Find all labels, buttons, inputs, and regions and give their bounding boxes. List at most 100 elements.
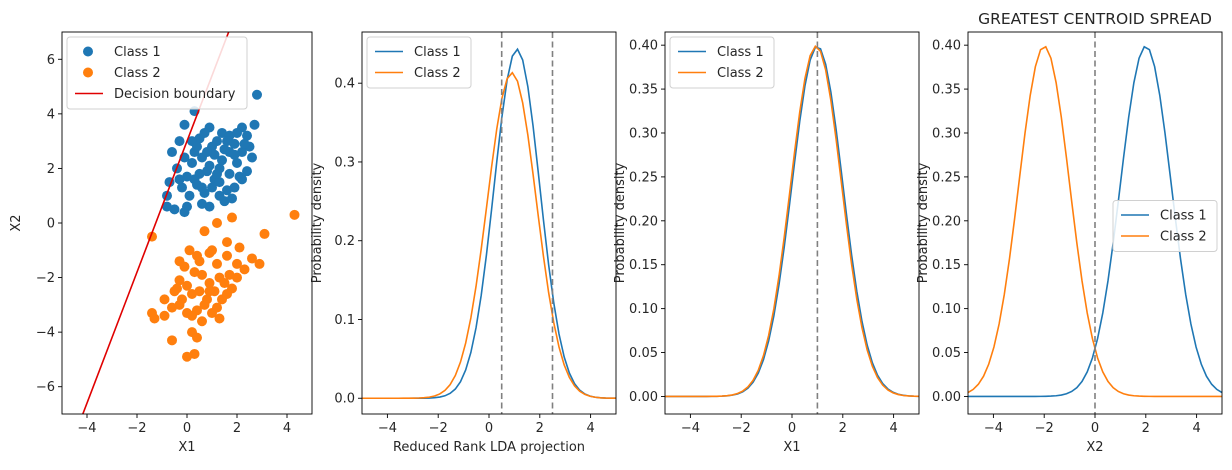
y-tick-label: 0.10 — [629, 302, 658, 317]
scatter-point-class-1 — [232, 127, 242, 138]
scatter-point-class-1 — [162, 201, 172, 212]
scatter-point-class-1 — [227, 193, 237, 204]
scatter-point-class-1 — [179, 119, 190, 130]
scatter-point-class-2 — [189, 348, 200, 359]
scatter-point-class-2 — [222, 237, 232, 248]
scatter-point-class-2 — [197, 269, 207, 280]
legend-box — [1112, 200, 1218, 252]
chart-panel-4: −4 −2 0 2 4 0.00 0.05 0.10 0.15 0.20 0.25 0.30 0.35 0… — [916, 10, 1223, 455]
scatter-point-class-1 — [242, 130, 252, 141]
scatter-point-class-1 — [174, 174, 185, 185]
scatter-point-class-2 — [254, 258, 265, 269]
decision-boundary-line — [81, 32, 230, 414]
plot-area — [665, 32, 919, 414]
scatter-point-class-2 — [192, 332, 202, 343]
plot-area — [362, 32, 616, 414]
x-tick-label: −4 — [77, 421, 96, 436]
scatter-point-class-1 — [202, 147, 212, 158]
x-tick-label: 2 — [1142, 421, 1150, 436]
legend: Class 1 Class 2 Decision boundary — [66, 36, 248, 110]
scatter-point-class-2 — [194, 286, 205, 297]
x-tick-label: 0 — [788, 421, 796, 436]
x-axis-label: X2 — [1086, 440, 1103, 455]
chart-title: GREATEST CENTROID SPREAD — [978, 10, 1212, 28]
scatter-point-class-2 — [232, 258, 242, 269]
legend-label: Class 1 — [414, 45, 461, 60]
x-tick-label: −4 — [984, 421, 1003, 436]
scatter-point-class-1 — [229, 149, 240, 160]
y-axis-label: Probability density — [916, 162, 931, 283]
y-tick-label: 0.20 — [629, 214, 658, 229]
scatter-point-class-2 — [174, 275, 185, 286]
y-tick-label: 0.35 — [629, 83, 658, 98]
axes-frame — [361, 31, 617, 415]
x-tick-label: 0 — [1091, 421, 1099, 436]
y-tick-label: 0.30 — [932, 126, 961, 141]
y-axis-label: Probability density — [613, 162, 628, 283]
x-tick-label: −2 — [732, 421, 751, 436]
y-tick-label: 0 — [47, 217, 55, 232]
scatter-point-class-1 — [177, 182, 187, 193]
y-tick-label: 4 — [47, 107, 55, 122]
legend-label: Class 2 — [414, 66, 461, 81]
scatter-point-class-2 — [239, 264, 250, 275]
density-line-class-2 — [362, 71, 616, 400]
scatter-point-class-1 — [197, 198, 207, 209]
x-tick-label: −4 — [378, 421, 397, 436]
scatter-point-class-1 — [237, 174, 247, 185]
scatter-point-class-1 — [182, 171, 192, 182]
scatter-point-class-1 — [214, 190, 225, 201]
scatter-point-class-2 — [204, 286, 215, 297]
y-tick-label: 0.15 — [932, 258, 961, 273]
scatter-point-class-2 — [187, 288, 197, 299]
scatter-point-class-1 — [237, 147, 247, 158]
legend: Class 1 Class 2 — [366, 36, 472, 89]
scatter-point-class-1 — [229, 138, 240, 149]
scatter-point-class-2 — [159, 294, 170, 305]
y-tick-label: −6 — [36, 380, 55, 395]
scatter-point-class-2 — [149, 313, 160, 324]
legend-box — [366, 36, 472, 89]
x-tick-label: −2 — [1035, 421, 1054, 436]
scatter-point-class-2 — [259, 228, 270, 239]
y-tick-label: −2 — [36, 271, 55, 286]
scatter-point-class-2 — [192, 250, 202, 261]
scatter-point-class-1 — [247, 152, 257, 163]
scatter-point-class-1 — [217, 127, 227, 138]
scatter-point-class-2 — [167, 302, 177, 313]
y-tick-label: 0.4 — [334, 77, 355, 92]
x-tick-label: 2 — [233, 421, 241, 436]
x-axis-label: X1 — [783, 440, 800, 455]
y-tick-label: 0.30 — [629, 126, 658, 141]
scatter-point-class-1 — [222, 136, 232, 147]
scatter-point-class-2 — [224, 269, 235, 280]
x-tick-label: −2 — [127, 421, 146, 436]
legend-label: Decision boundary — [114, 87, 236, 102]
scatter-point-class-2 — [222, 288, 232, 299]
scatter-point-class-2 — [199, 226, 210, 237]
y-tick-label: 0.35 — [932, 83, 961, 98]
scatter-point-class-1 — [197, 182, 207, 193]
y-tick-label: 0.10 — [932, 302, 961, 317]
axes-frame — [664, 31, 920, 415]
y-tick-label: 0.2 — [334, 234, 355, 249]
scatter-point-class-2 — [179, 261, 190, 272]
x-tick-label: 0 — [485, 421, 493, 436]
scatter-point-class-1 — [174, 136, 185, 147]
legend-label: Class 1 — [114, 45, 161, 60]
scatter-point-class-2 — [222, 250, 232, 261]
scatter-point-class-1 — [232, 157, 242, 168]
y-tick-label: 0.25 — [932, 170, 961, 185]
legend-label: Class 2 — [114, 66, 161, 81]
legend: Class 1 Class 2 — [1112, 200, 1218, 252]
x-tick-label: 4 — [889, 421, 897, 436]
scatter-point-class-1 — [242, 166, 252, 177]
scatter-point-class-2 — [214, 313, 225, 324]
x-tick-label: 0 — [183, 421, 191, 436]
scatter-point-class-2 — [189, 267, 200, 278]
legend-box — [669, 36, 775, 89]
scatter-point-class-2 — [207, 245, 217, 256]
y-tick-label: 6 — [47, 53, 55, 68]
scatter-point-class-1 — [179, 207, 190, 218]
